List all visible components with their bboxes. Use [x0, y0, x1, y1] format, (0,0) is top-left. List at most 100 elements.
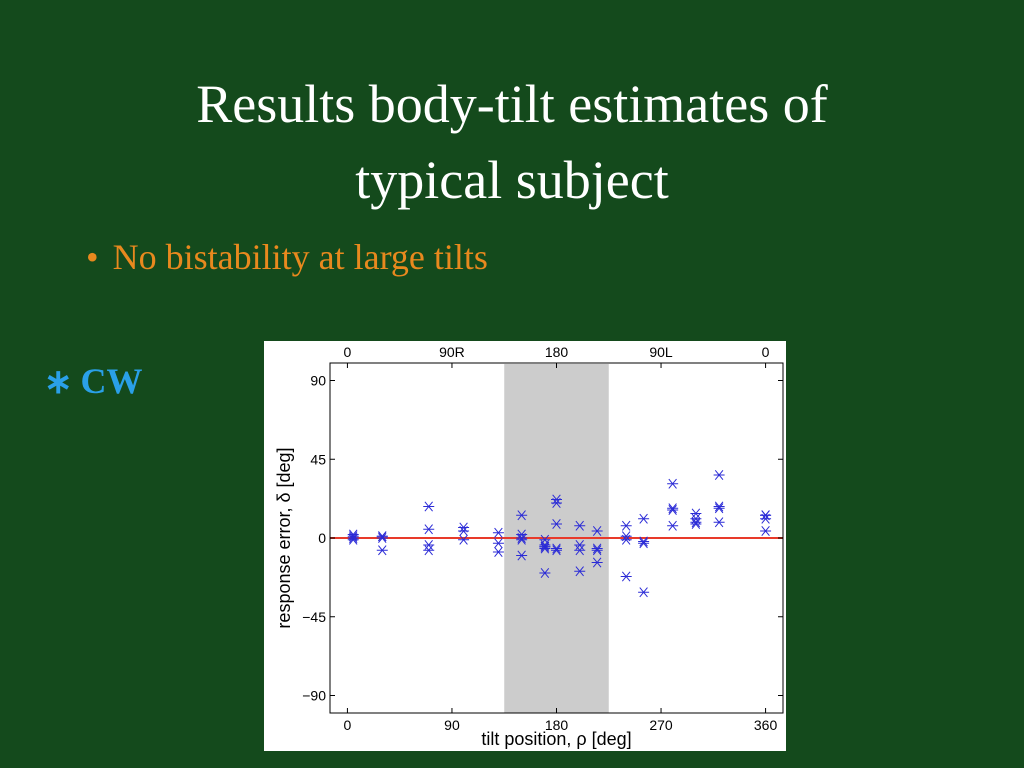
data-point: [423, 540, 435, 550]
data-point-stroke: [714, 501, 724, 512]
data-point-stroke: [592, 526, 602, 536]
data-point-stroke: [761, 510, 770, 521]
data-point-stroke: [592, 557, 602, 568]
data-point: [551, 519, 562, 529]
data-point: [667, 505, 679, 515]
data-point-stroke: [517, 533, 526, 543]
data-point-stroke: [540, 568, 550, 578]
x-axis-label: tilt position, ρ [deg]: [481, 729, 631, 749]
data-point-stroke: [459, 522, 468, 533]
data-point-stroke: [378, 533, 387, 543]
data-point: [620, 520, 632, 531]
bullet-dot-icon: •: [86, 237, 99, 277]
data-point: [690, 519, 702, 529]
x-tick-label: 90: [444, 717, 460, 733]
data-point-stroke: [761, 526, 770, 536]
x-tick-label: 0: [344, 717, 352, 733]
data-point-stroke: [378, 545, 387, 556]
data-point: [347, 534, 359, 545]
x-tick-label: 270: [649, 717, 673, 733]
scatter-chart: 0 90 180 270 360 0 90R 180 90L 0 −90 −45 0 45 90 tilt …: [264, 341, 786, 751]
data-point: [667, 503, 679, 514]
top-x-tick-label: 0: [762, 344, 770, 360]
data-point-stroke: [639, 538, 648, 549]
data-point-stroke: [517, 550, 526, 561]
data-point-stroke: [517, 510, 526, 521]
data-point-stroke: [552, 543, 561, 554]
data-point-stroke: [378, 531, 387, 542]
y-tick-label: −90: [302, 688, 326, 704]
data-point: [551, 498, 562, 508]
slide-title-line-1: Results body-tilt estimates of: [196, 74, 828, 134]
data-point-stroke: [714, 503, 724, 514]
data-point: [667, 520, 679, 531]
data-point: [492, 527, 504, 538]
data-point-stroke: [639, 536, 648, 547]
y-tick-label: −45: [302, 609, 326, 625]
data-point: [539, 543, 551, 554]
asterisk-icon: ∗: [44, 364, 73, 401]
data-point: [347, 533, 359, 543]
data-point: [376, 531, 388, 542]
y-tick-label: 90: [310, 373, 326, 389]
data-point: [713, 470, 725, 480]
data-point-stroke: [540, 541, 550, 552]
data-point: [690, 517, 702, 528]
data-point-stroke: [668, 478, 677, 489]
data-point: [591, 545, 603, 556]
data-point-stroke: [714, 517, 724, 528]
data-point: [551, 543, 562, 554]
data-point: [423, 545, 435, 556]
data-point-stroke: [621, 520, 631, 531]
top-x-tick-label: 180: [545, 344, 569, 360]
data-point: [423, 524, 435, 535]
data-point: [574, 520, 586, 531]
data-point: [667, 478, 679, 489]
data-point: [574, 540, 586, 550]
bullet-item: • No bistability at large tilts: [86, 236, 488, 278]
data-point: [423, 501, 435, 512]
legend-label: CW: [80, 361, 143, 401]
data-point: [760, 510, 772, 521]
data-point-stroke: [575, 520, 584, 531]
data-point-stroke: [621, 534, 631, 545]
bullet-text: No bistability at large tilts: [112, 237, 488, 277]
data-point-stroke: [424, 501, 433, 512]
data-point: [516, 534, 528, 545]
data-point-stroke: [621, 571, 631, 582]
data-point-stroke: [348, 534, 358, 545]
data-point: [516, 533, 528, 543]
data-point: [591, 543, 603, 554]
data-point: [713, 501, 725, 512]
y-tick-label: 0: [318, 530, 326, 546]
data-point-stroke: [494, 538, 503, 549]
data-point-stroke: [459, 534, 468, 545]
data-point: [376, 545, 388, 556]
data-point-stroke: [592, 545, 602, 556]
data-point: [539, 568, 551, 578]
data-point-stroke: [691, 508, 701, 519]
data-point: [591, 557, 603, 568]
data-point-stroke: [691, 517, 701, 528]
data-point-stroke: [552, 498, 561, 508]
slide-title: Results body-tilt estimates of typical s…: [0, 66, 1024, 218]
data-point: [551, 545, 562, 556]
data-point: [620, 571, 632, 582]
data-point-stroke: [714, 470, 724, 480]
top-x-tick-label: 90L: [649, 344, 673, 360]
data-point-stroke: [592, 543, 602, 554]
data-point-stroke: [540, 543, 550, 554]
data-point-stroke: [494, 527, 503, 538]
data-point-stroke: [575, 540, 584, 550]
data-point-stroke: [575, 566, 584, 577]
data-point: [591, 526, 603, 536]
data-point-stroke: [348, 533, 358, 543]
data-point-stroke: [424, 545, 433, 556]
data-point: [713, 517, 725, 528]
data-point-stroke: [517, 534, 526, 545]
data-point: [638, 587, 650, 598]
chart-svg: 0 90 180 270 360 0 90R 180 90L 0 −90 −45 0 45 90 tilt …: [274, 344, 784, 749]
data-point-stroke: [575, 545, 584, 556]
data-point-stroke: [424, 540, 433, 550]
top-x-tick-label: 90R: [439, 344, 465, 360]
